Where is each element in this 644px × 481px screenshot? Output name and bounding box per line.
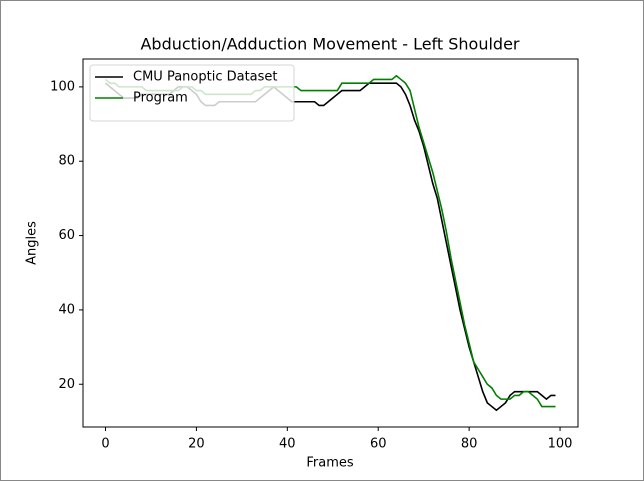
- chart-title: Abduction/Adduction Movement - Left Shou…: [140, 35, 519, 54]
- legend: CMU Panoptic Dataset Program: [89, 64, 295, 122]
- y-axis-label: Angles: [25, 221, 40, 265]
- y-tick-label: 40: [58, 302, 75, 317]
- y-tick-label: 20: [58, 377, 75, 392]
- axes-frame: [82, 58, 579, 428]
- x-tick-label: 80: [461, 437, 478, 452]
- x-axis-label: Frames: [306, 456, 354, 471]
- x-tick-label: 100: [548, 437, 573, 452]
- x-tick-label: 60: [370, 437, 387, 452]
- legend-box: [89, 64, 295, 122]
- y-tick-label: 80: [58, 154, 75, 169]
- x-tick-label: 40: [279, 437, 296, 452]
- y-tick-label: 100: [50, 79, 75, 94]
- legend-label: CMU Panoptic Dataset: [133, 70, 278, 85]
- x-tick-label: 20: [188, 437, 205, 452]
- y-tick-label: 60: [58, 228, 75, 243]
- x-tick-label: 0: [101, 437, 109, 452]
- legend-label: Program: [133, 91, 188, 106]
